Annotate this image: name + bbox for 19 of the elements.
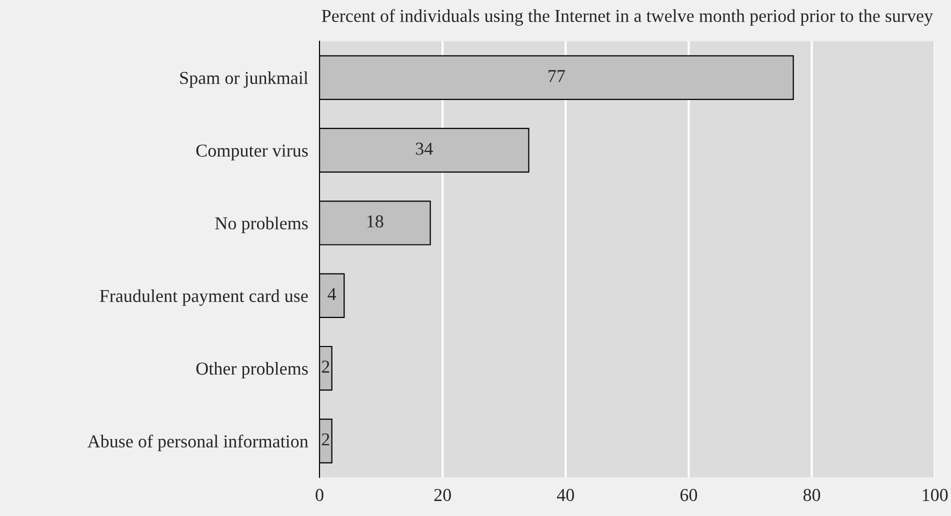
y-tick-label: Computer virus [196,144,308,160]
x-tick-label: 20 [434,488,451,502]
y-tick-label: No problems [215,216,308,234]
data-label: 18 [367,215,384,228]
x-tick-label: 40 [556,488,574,502]
data-label: 2 [322,433,330,446]
data-label: 2 [322,360,330,373]
y-tick-label: Spam or junkmail [180,71,308,88]
data-label: 4 [328,288,336,300]
x-tick-label: 100 [922,488,948,502]
x-tick-label: 80 [803,488,820,502]
data-label: 77 [548,70,565,82]
data-label: 34 [416,142,433,155]
chart-title: Percent of individuals using the Internet in a twelve month period prior to the survey [322,9,933,26]
y-tick-label: Abuse of personal information [87,434,308,452]
x-tick-label: 0 [316,488,324,502]
x-tick-label: 60 [680,488,698,502]
y-tick-label: Other problems [196,362,308,378]
y-tick-label: Fraudulent payment card use [100,289,308,306]
